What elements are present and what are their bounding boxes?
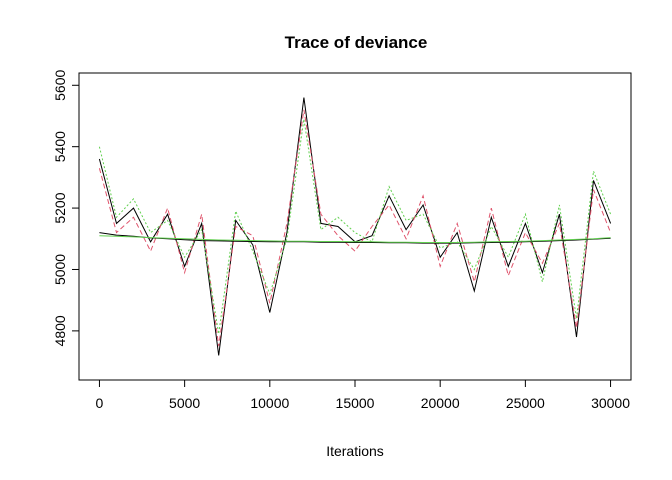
plot-frame [78,72,632,381]
y-tick-label: 5400 [52,131,68,162]
y-tick-label: 5000 [52,254,68,285]
x-tick-label: 15000 [336,395,375,411]
series-line-1 [98,97,612,356]
series-line-3 [98,119,612,334]
x-axis: 0 5000 10000 15000 20000 25000 30000 [96,379,630,411]
series-line-2 [98,109,612,347]
x-tick-label: 30000 [591,395,630,411]
smooth-line-1 [99,232,611,244]
y-axis: 4800 5000 5200 5400 5600 [52,69,80,346]
x-tick-label: 0 [96,395,104,411]
x-tick-label: 25000 [506,395,545,411]
series-layer [98,97,612,356]
x-tick-label: 20000 [421,395,460,411]
smooth-line-2 [99,235,611,243]
y-tick-label: 4800 [52,315,68,346]
x-tick-label: 5000 [169,395,200,411]
y-tick-label: 5600 [52,69,68,100]
chart-title: Trace of deviance [285,33,428,52]
x-tick-label: 10000 [250,395,289,411]
x-axis-label: Iterations [326,443,384,459]
y-tick-label: 5200 [52,192,68,223]
